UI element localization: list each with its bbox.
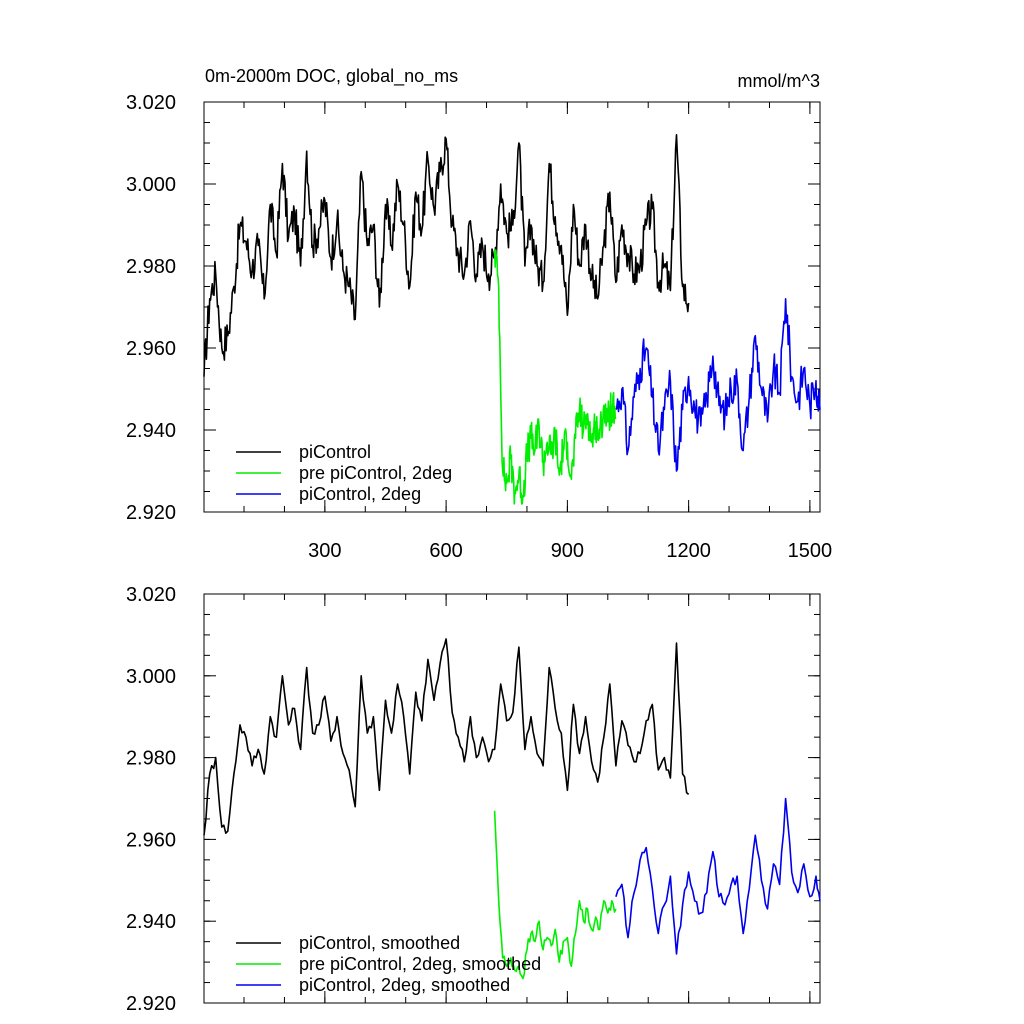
series-line-1: [493, 249, 617, 505]
series-line-1: [493, 810, 617, 980]
chart-units: mmol/m^3: [738, 71, 820, 91]
y-tick-label: 3.020: [126, 92, 176, 114]
x-tick-label: 1200: [666, 540, 711, 562]
y-tick-label: 2.940: [126, 420, 176, 442]
legend-label: piControl, 2deg: [299, 484, 421, 504]
y-tick-label: 2.920: [126, 502, 176, 524]
y-tick-label: 2.920: [126, 993, 176, 1015]
plot-frame: [203, 101, 821, 513]
legend-label: piControl: [299, 442, 371, 462]
series-line-0: [203, 134, 690, 377]
y-tick-label: 2.960: [126, 829, 176, 851]
series-line-2: [615, 797, 821, 955]
plot-frame: [203, 593, 821, 1004]
y-tick-label: 2.940: [126, 911, 176, 933]
legend-label: piControl, smoothed: [299, 933, 460, 953]
y-tick-label: 2.980: [126, 256, 176, 278]
y-tick-label: 2.960: [126, 338, 176, 360]
series-line-2: [615, 297, 821, 472]
y-tick-label: 3.000: [126, 174, 176, 196]
x-tick-label: 300: [308, 540, 341, 562]
chart-title: 0m-2000m DOC, global_no_ms: [205, 66, 458, 87]
x-tick-label: 600: [429, 540, 462, 562]
y-tick-label: 2.980: [126, 748, 176, 770]
legend-label: pre piControl, 2deg, smoothed: [299, 954, 541, 974]
legend-label: piControl, 2deg, smoothed: [299, 975, 510, 995]
legend-label: pre piControl, 2deg: [299, 463, 452, 483]
x-tick-label: 900: [551, 540, 584, 562]
bottom-panel: 2.920 2.940 2.960 2.980 3.000 3.020 piControl,…: [126, 584, 821, 1015]
y-tick-label: 3.000: [126, 666, 176, 688]
x-tick-label: 1500: [788, 540, 833, 562]
series-line-0: [203, 638, 690, 836]
top-panel: 2.920 2.940 2.960 2.980 3.000 3.020 300 600 900 1…: [126, 92, 832, 562]
y-tick-label: 3.020: [126, 584, 176, 606]
